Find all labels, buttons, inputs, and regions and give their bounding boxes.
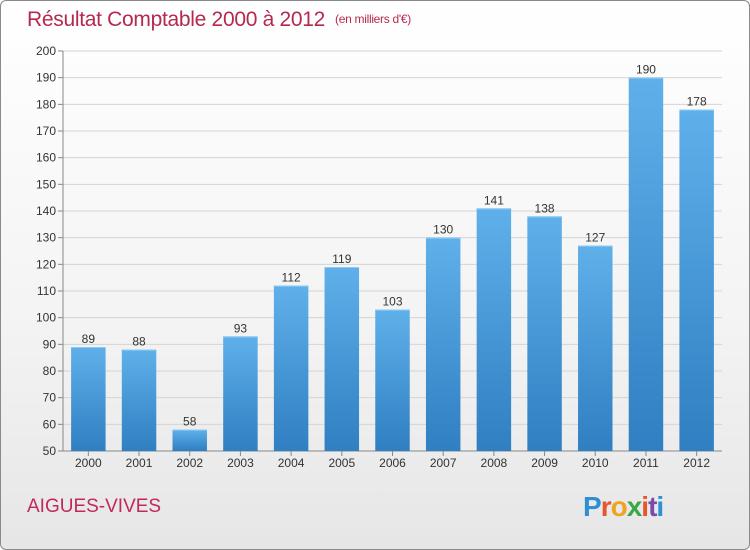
- x-tick-label: 2010: [582, 456, 609, 470]
- y-tick-label: 140: [36, 204, 56, 218]
- data-label: 190: [636, 63, 656, 77]
- y-tick-label: 70: [43, 391, 57, 405]
- y-tick-label: 180: [36, 97, 56, 111]
- logo-letter: i: [656, 491, 664, 522]
- data-label: 178: [687, 95, 707, 109]
- data-label: 103: [382, 295, 402, 309]
- y-tick-label: 190: [36, 71, 56, 85]
- y-tick-label: 160: [36, 151, 56, 165]
- bar: [273, 285, 309, 451]
- bar: [172, 429, 207, 451]
- bar: [527, 216, 562, 451]
- title-text: Résultat Comptable 2000 à 2012: [27, 8, 326, 31]
- commune-name: AIGUES-VIVES: [27, 496, 162, 517]
- y-tick-label: 120: [36, 257, 56, 271]
- data-label: 112: [282, 271, 301, 285]
- bar: [121, 349, 157, 451]
- y-tick-label: 170: [36, 124, 56, 138]
- bar: [324, 267, 360, 451]
- bar: [223, 336, 258, 451]
- bar: [679, 109, 714, 452]
- y-tick-label: 130: [36, 231, 56, 245]
- x-tick-label: 2005: [328, 456, 355, 470]
- bar: [578, 245, 613, 451]
- data-label: 130: [433, 223, 453, 237]
- data-label: 119: [332, 252, 351, 266]
- x-tick-label: 2000: [75, 456, 102, 470]
- x-tick-label: 2004: [278, 456, 305, 470]
- y-tick-label: 90: [43, 337, 57, 351]
- x-tick-label: 2007: [430, 456, 457, 470]
- proxiti-logo: Proxiti: [583, 491, 664, 523]
- y-tick-label: 50: [43, 444, 57, 458]
- data-label: 93: [234, 321, 248, 335]
- logo-letter: o: [610, 491, 628, 522]
- x-tick-label: 2012: [683, 456, 710, 470]
- data-label: 58: [183, 415, 197, 429]
- y-tick-label: 150: [36, 177, 56, 191]
- logo-letter: t: [648, 491, 657, 522]
- y-tick-label: 100: [36, 311, 56, 325]
- unit-label: (en milliers d'€): [335, 12, 411, 26]
- x-tick-label: 2011: [633, 456, 659, 470]
- data-label: 141: [484, 193, 504, 207]
- bar: [71, 347, 106, 451]
- logo-letter: r: [600, 491, 612, 522]
- x-tick-label: 2009: [531, 456, 558, 470]
- y-tick-label: 80: [43, 364, 57, 378]
- data-label: 127: [585, 231, 605, 245]
- chart-title: Résultat Comptable 2000 à 2012 (en millie…: [27, 8, 411, 32]
- data-label: 138: [535, 201, 555, 215]
- bar: [375, 309, 410, 451]
- x-tick-label: 2001: [126, 456, 153, 470]
- x-tick-label: 2003: [227, 456, 254, 470]
- bar: [476, 208, 512, 451]
- logo-letter: i: [641, 491, 649, 522]
- x-tick-label: 2006: [379, 456, 406, 470]
- logo-letter: P: [583, 491, 602, 522]
- logo-letter: x: [626, 491, 643, 522]
- x-tick-label: 2002: [176, 456, 203, 470]
- y-tick-label: 200: [36, 44, 56, 58]
- y-tick-label: 60: [43, 417, 57, 431]
- bar: [628, 77, 664, 452]
- x-tick-label: 2008: [481, 456, 508, 470]
- data-label: 88: [132, 335, 146, 349]
- bar: [425, 237, 461, 451]
- data-label: 89: [82, 332, 96, 346]
- y-tick-label: 110: [37, 284, 56, 298]
